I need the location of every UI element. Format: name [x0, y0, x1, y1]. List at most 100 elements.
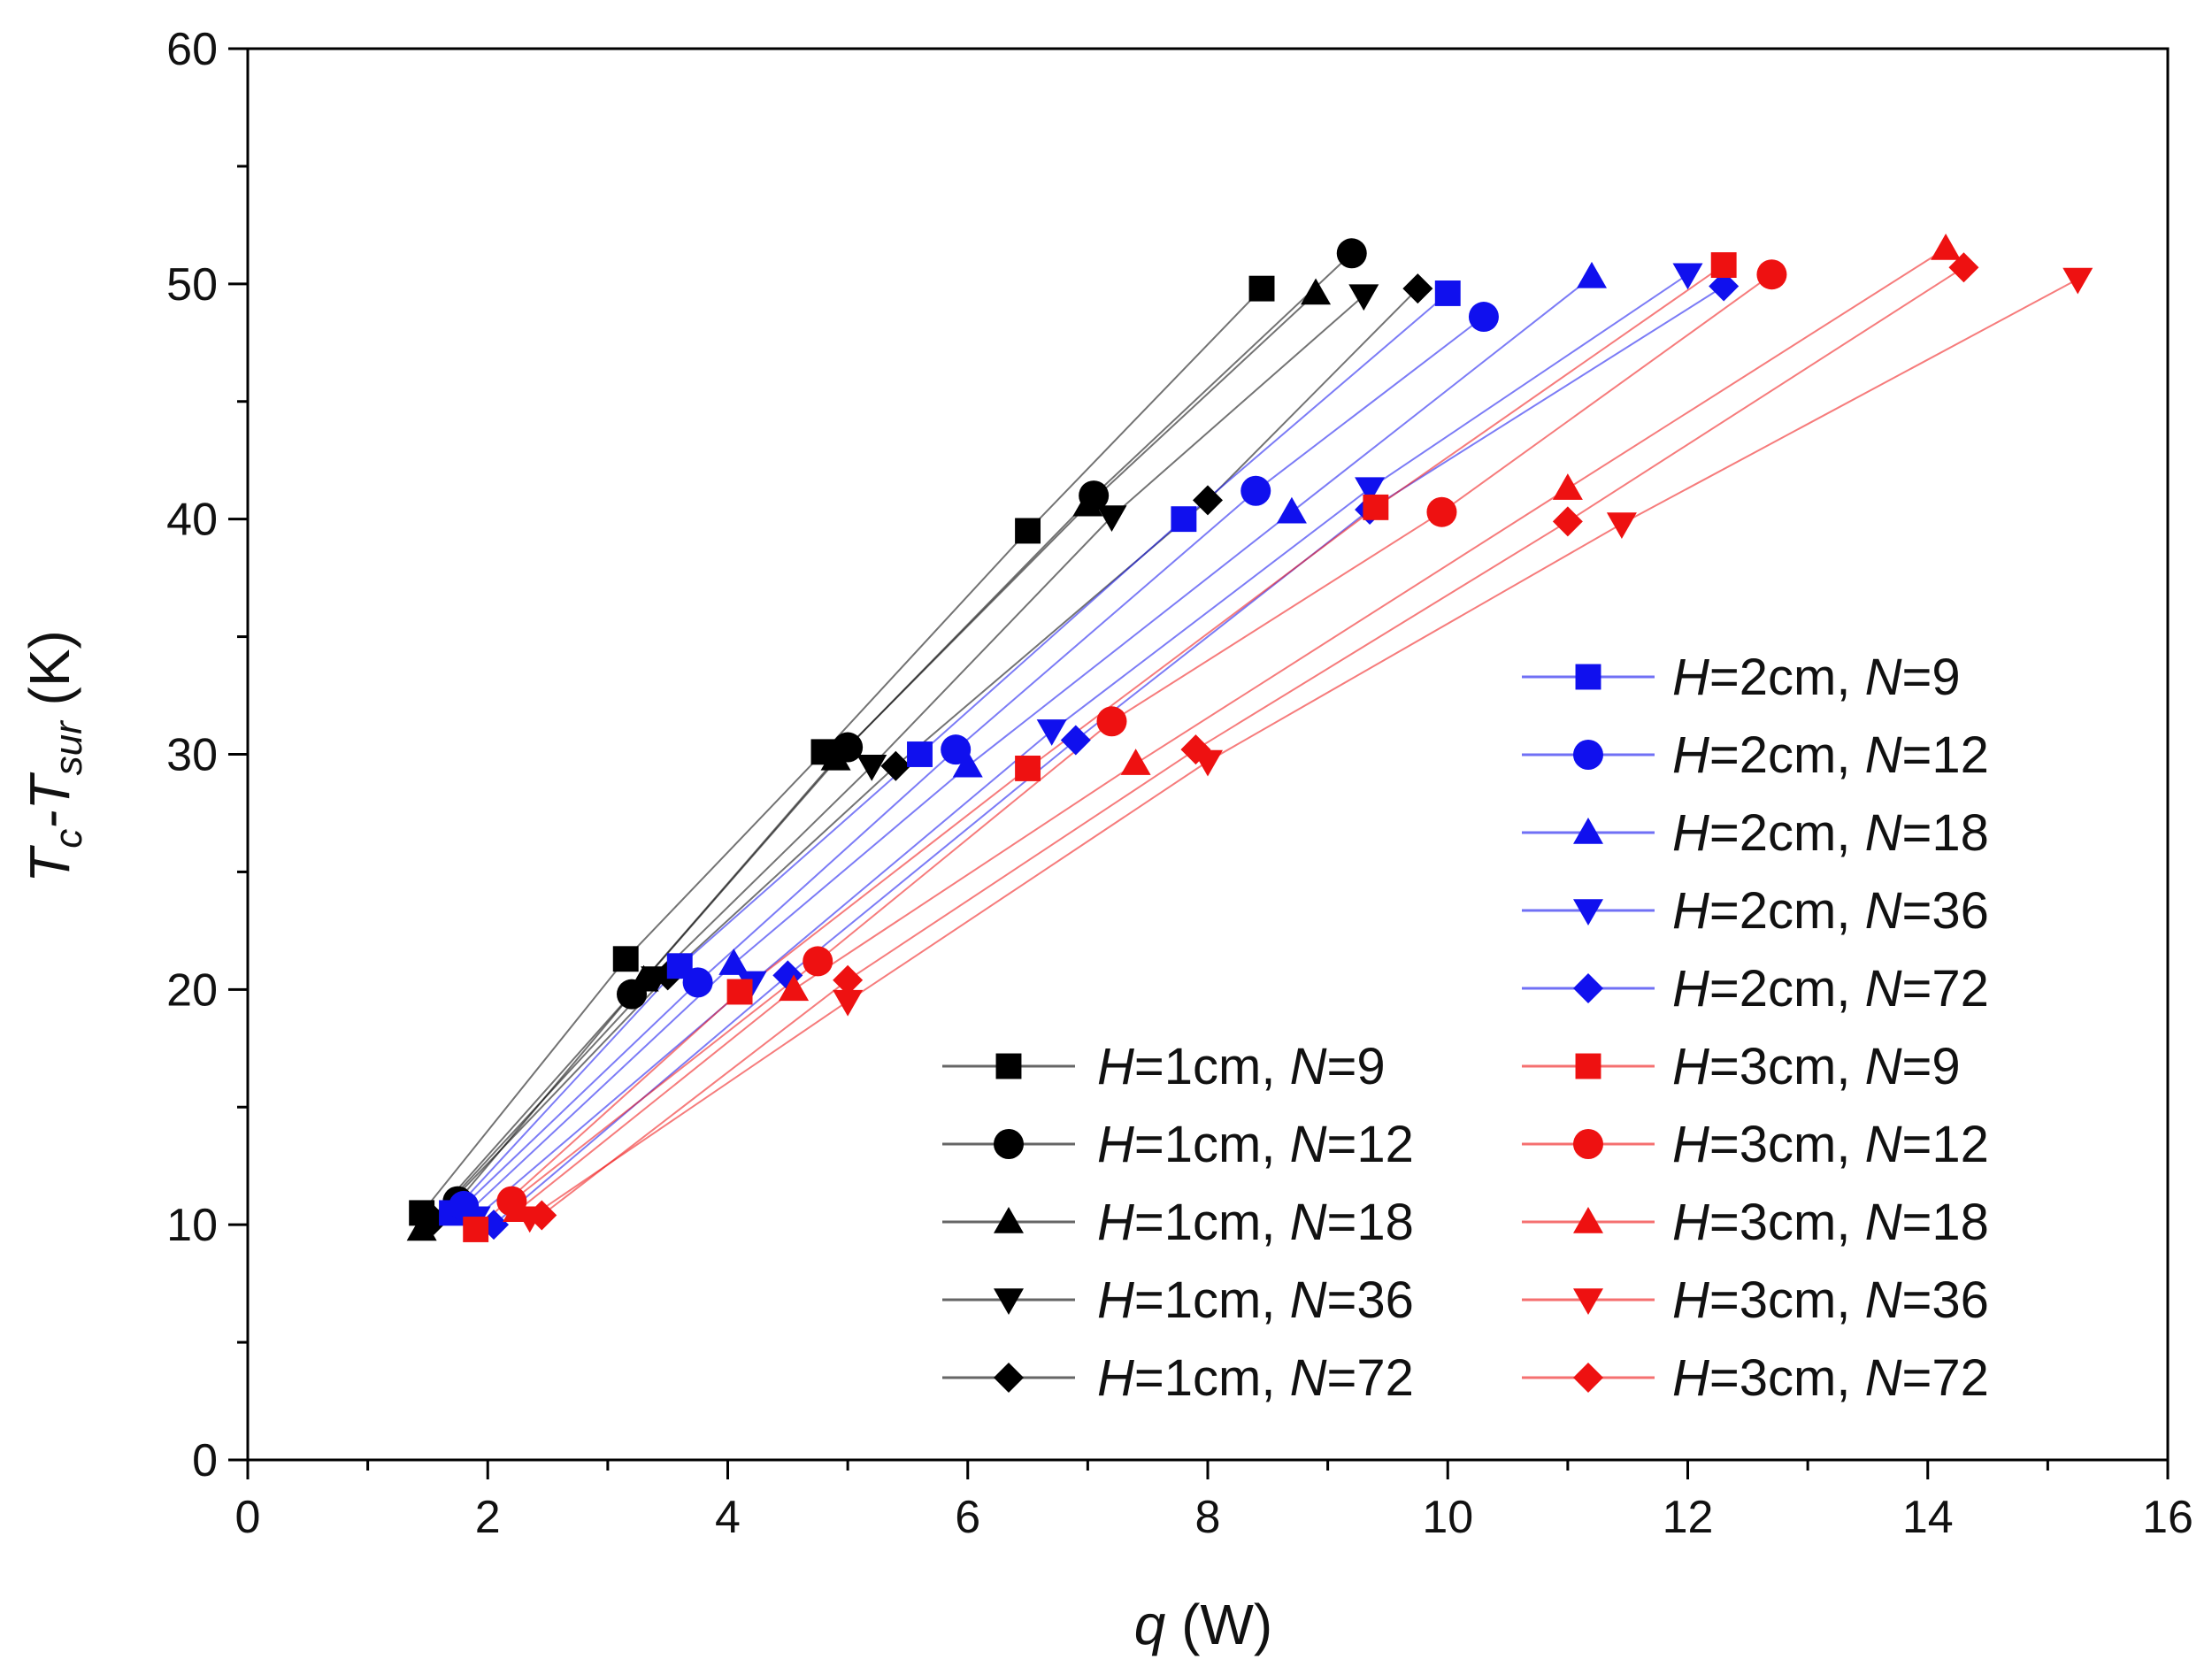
legend-marker: [1573, 899, 1603, 926]
legend-eq: =: [1134, 1038, 1164, 1095]
data-point: [1096, 505, 1127, 533]
data-point: [1552, 506, 1583, 537]
series-markers: [406, 233, 2093, 1242]
legend-var-n: N: [1290, 1349, 1327, 1407]
legend-entry: H=1cm, N=36: [942, 1271, 1414, 1329]
legend-sep: ,: [1836, 1349, 1864, 1407]
legend-var-n: N: [1865, 1038, 1902, 1095]
data-point: [1336, 238, 1367, 269]
data-point: [907, 741, 933, 767]
data-point: [1931, 233, 1962, 260]
legend-eq: =: [1134, 1271, 1164, 1329]
data-point: [880, 750, 911, 781]
legend-n-value: 12: [1932, 726, 1989, 784]
legend-var-n: N: [1290, 1116, 1327, 1173]
legend-label: H=1cm, N=12: [1097, 1116, 1414, 1173]
legend-n-value: 36: [1356, 1271, 1414, 1329]
data-point: [1348, 284, 1379, 311]
data-point: [1355, 477, 1386, 504]
legend-label: H=2cm, N=12: [1672, 726, 1989, 784]
legend-eq: =: [1901, 960, 1932, 1018]
data-point: [1015, 756, 1041, 781]
legend-var-n: N: [1290, 1038, 1327, 1095]
data-point: [820, 743, 851, 771]
legend-n-value: 72: [1932, 960, 1989, 1018]
legend-h-value: 3cm: [1740, 1116, 1837, 1173]
legend-var-n: N: [1865, 726, 1902, 784]
y-tick-label: 30: [166, 730, 218, 781]
legend-sep: ,: [1836, 726, 1864, 784]
legend-marker: [1573, 818, 1603, 844]
legend-var-h: H: [1672, 1194, 1709, 1251]
legend-marker: [994, 1207, 1024, 1233]
y-tick-label: 60: [166, 24, 218, 75]
x-tick-label: 12: [1663, 1492, 1714, 1543]
legend-var-n: N: [1865, 1194, 1902, 1251]
legend-n-value: 12: [1356, 1116, 1414, 1173]
legend-n-value: 18: [1932, 804, 1989, 862]
x-axis-var: q: [1134, 1593, 1166, 1656]
y-tick-label: 20: [166, 964, 218, 1016]
legend-label: H=2cm, N=36: [1672, 882, 1989, 940]
legend-eq: =: [1901, 804, 1932, 862]
legend-label: H=3cm, N=72: [1672, 1349, 1989, 1407]
legend-entry: H=3cm, N=18: [1522, 1194, 1989, 1251]
data-point: [1120, 749, 1151, 775]
data-point: [833, 964, 864, 995]
legend-entry: H=1cm, N=72: [942, 1349, 1414, 1407]
legend-h-value: 3cm: [1740, 1271, 1837, 1329]
legend-var-n: N: [1865, 882, 1902, 940]
x-tick-label: 4: [715, 1492, 741, 1543]
legend-label: H=1cm, N=36: [1097, 1271, 1414, 1329]
data-point: [1363, 494, 1389, 520]
data-point: [1710, 252, 1737, 279]
legend-var-n: N: [1865, 804, 1902, 862]
legend-label: H=2cm, N=9: [1672, 649, 1961, 706]
legend-entry: H=2cm, N=36: [1522, 882, 1989, 940]
legend-h-value: 3cm: [1740, 1038, 1837, 1095]
legend-n-value: 36: [1932, 1271, 1989, 1329]
data-point: [1672, 263, 1703, 290]
data-point: [1552, 473, 1583, 500]
y-tick-label: 40: [166, 495, 218, 546]
data-point: [526, 1200, 557, 1231]
legend-var-h: H: [1672, 804, 1709, 862]
legend-eq: =: [1326, 1349, 1356, 1407]
legend-label: H=3cm, N=9: [1672, 1038, 1961, 1095]
legend-var-h: H: [1672, 649, 1709, 706]
data-point: [1015, 518, 1041, 544]
legend-entry: H=3cm, N=72: [1522, 1349, 1989, 1407]
legend-var-h: H: [1672, 1038, 1709, 1095]
legend-eq: =: [1709, 1038, 1740, 1095]
legend-eq: =: [1709, 1271, 1740, 1329]
y-axis-label: Tc-Tsur (K): [18, 630, 90, 883]
legend-eq: =: [1709, 960, 1740, 1018]
legend-var-n: N: [1290, 1194, 1327, 1251]
legend-marker: [1575, 1053, 1601, 1079]
legend-n-value: 72: [1356, 1349, 1414, 1407]
legend-eq: =: [1901, 1038, 1932, 1095]
legend-sep: ,: [1836, 804, 1864, 862]
y-axis-var-tsur: -T: [18, 772, 81, 828]
data-point: [1171, 506, 1197, 533]
legend-eq: =: [1134, 1194, 1164, 1251]
legend-eq: =: [1326, 1038, 1356, 1095]
legend-eq: =: [1326, 1271, 1356, 1329]
legend-marker: [994, 1129, 1024, 1159]
y-tick-label: 10: [166, 1200, 218, 1251]
data-point: [952, 750, 983, 778]
legend-eq: =: [1901, 726, 1932, 784]
legend-h-value: 1cm: [1164, 1349, 1262, 1407]
data-point: [779, 974, 810, 1002]
legend-entry: H=3cm, N=36: [1522, 1271, 1989, 1329]
legend-label: H=2cm, N=72: [1672, 960, 1989, 1018]
legend-sep: ,: [1836, 1116, 1864, 1173]
data-point: [612, 946, 639, 972]
legend-var-h: H: [1672, 726, 1709, 784]
data-point: [1276, 496, 1307, 524]
legend-n-value: 18: [1356, 1194, 1414, 1251]
legend-eq: =: [1901, 1194, 1932, 1251]
y-tick-label: 0: [192, 1435, 218, 1486]
legend-marker: [1573, 1363, 1603, 1393]
